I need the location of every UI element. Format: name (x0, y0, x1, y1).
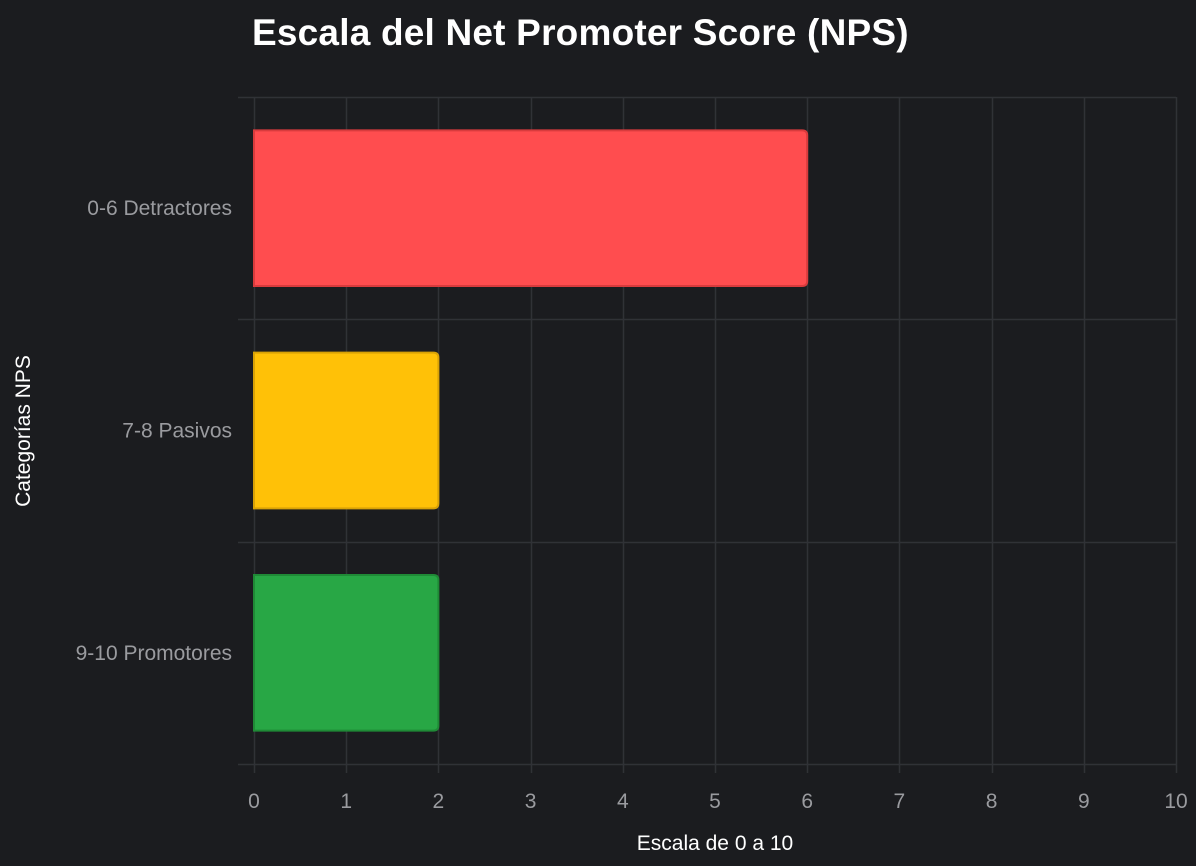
x-tick-label: 5 (709, 790, 721, 813)
bar-7-8-pasivos (253, 351, 440, 510)
bars (253, 129, 809, 732)
x-tick-label: 1 (340, 790, 352, 813)
x-axis-title: Escala de 0 a 10 (637, 832, 793, 855)
x-tick-label: 8 (986, 790, 998, 813)
chart-title: Escala del Net Promoter Score (NPS) (252, 12, 909, 53)
x-tick-label: 0 (248, 790, 260, 813)
category-labels: 0-6 Detractores 7-8 Pasivos 9-10 Promotore… (76, 197, 232, 665)
x-tick-label: 4 (617, 790, 629, 813)
x-tick-label: 7 (894, 790, 906, 813)
bar-0-6-detractores (253, 129, 809, 287)
category-label: 9-10 Promotores (76, 642, 232, 665)
x-tick-labels: 0 1 2 3 4 5 6 7 8 9 10 (248, 790, 1188, 813)
x-tick-label: 9 (1078, 790, 1090, 813)
x-tick-label: 6 (801, 790, 813, 813)
category-label: 7-8 Pasivos (122, 420, 232, 443)
x-tick-label: 2 (433, 790, 445, 813)
bar-9-10-promotores (253, 574, 440, 732)
y-axis-title: Categorías NPS (12, 355, 35, 507)
category-label: 0-6 Detractores (87, 197, 232, 220)
x-tick-label: 10 (1164, 790, 1187, 813)
x-tick-label: 3 (525, 790, 537, 813)
